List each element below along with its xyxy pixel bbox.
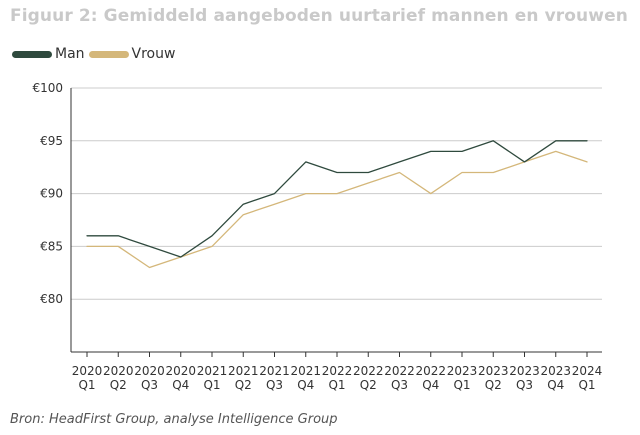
x-tick-label-quarter: Q2	[485, 378, 502, 392]
y-tick-label: €100	[32, 81, 63, 95]
x-tick-label-year: 2021	[228, 364, 259, 378]
x-tick-label-quarter: Q1	[78, 378, 95, 392]
x-tick-label-year: 2021	[259, 364, 290, 378]
y-tick-label: €80	[40, 292, 63, 306]
chart-legend: Man Vrouw	[12, 44, 179, 64]
x-tick-label-year: 2021	[290, 364, 321, 378]
legend-label-man: Man	[55, 46, 85, 62]
x-tick-label-quarter: Q2	[110, 378, 127, 392]
x-tick-label-quarter: Q1	[578, 378, 595, 392]
x-tick-label-quarter: Q1	[453, 378, 470, 392]
x-tick-label-year: 2023	[540, 364, 571, 378]
x-tick-label-year: 2021	[197, 364, 228, 378]
source-note: Bron: HeadFirst Group, analyse Intellige…	[10, 412, 338, 427]
x-tick-label-year: 2023	[478, 364, 509, 378]
x-tick-label-quarter: Q1	[328, 378, 345, 392]
x-tick-label-year: 2020	[134, 364, 165, 378]
x-tick-label-quarter: Q3	[266, 378, 283, 392]
series-line-vrouw	[86, 150, 588, 269]
legend-label-vrouw: Vrouw	[131, 46, 176, 62]
y-tick-label: €85	[40, 239, 63, 253]
x-tick-label-year: 2020	[72, 364, 103, 378]
legend-swatch-vrouw	[88, 50, 129, 58]
x-tick-label-year: 2022	[384, 364, 415, 378]
x-tick-label-quarter: Q3	[516, 378, 533, 392]
x-tick-label-year: 2024	[572, 364, 603, 378]
x-tick-label-quarter: Q2	[235, 378, 252, 392]
legend-item-man: Man	[12, 46, 85, 62]
legend-item-vrouw: Vrouw	[88, 46, 176, 62]
x-tick-label-quarter: Q4	[172, 378, 189, 392]
x-tick-label-quarter: Q3	[391, 378, 408, 392]
x-tick-label-year: 2020	[165, 364, 196, 378]
x-tick-label-quarter: Q3	[141, 378, 158, 392]
x-tick-label-year: 2023	[447, 364, 478, 378]
x-tick-label-year: 2023	[509, 364, 540, 378]
x-tick-label-quarter: Q4	[297, 378, 314, 392]
x-tick-label-quarter: Q2	[360, 378, 377, 392]
y-tick-label: €95	[40, 134, 63, 148]
y-tick-label: €90	[40, 187, 63, 201]
x-tick-label-quarter: Q1	[203, 378, 220, 392]
series-line-man	[86, 140, 588, 258]
x-tick-label-year: 2022	[322, 364, 353, 378]
x-tick-label-quarter: Q4	[422, 378, 439, 392]
x-tick-label-quarter: Q4	[547, 378, 564, 392]
line-chart: €80€85€90€95€1002020Q12020Q22020Q32020Q4…	[32, 81, 603, 392]
chart-title: Figuur 2: Gemiddeld aangeboden uurtarief…	[10, 6, 628, 26]
x-tick-label-year: 2020	[103, 364, 134, 378]
x-tick-label-year: 2022	[415, 364, 446, 378]
x-tick-label-year: 2022	[353, 364, 384, 378]
legend-swatch-man	[12, 50, 52, 58]
